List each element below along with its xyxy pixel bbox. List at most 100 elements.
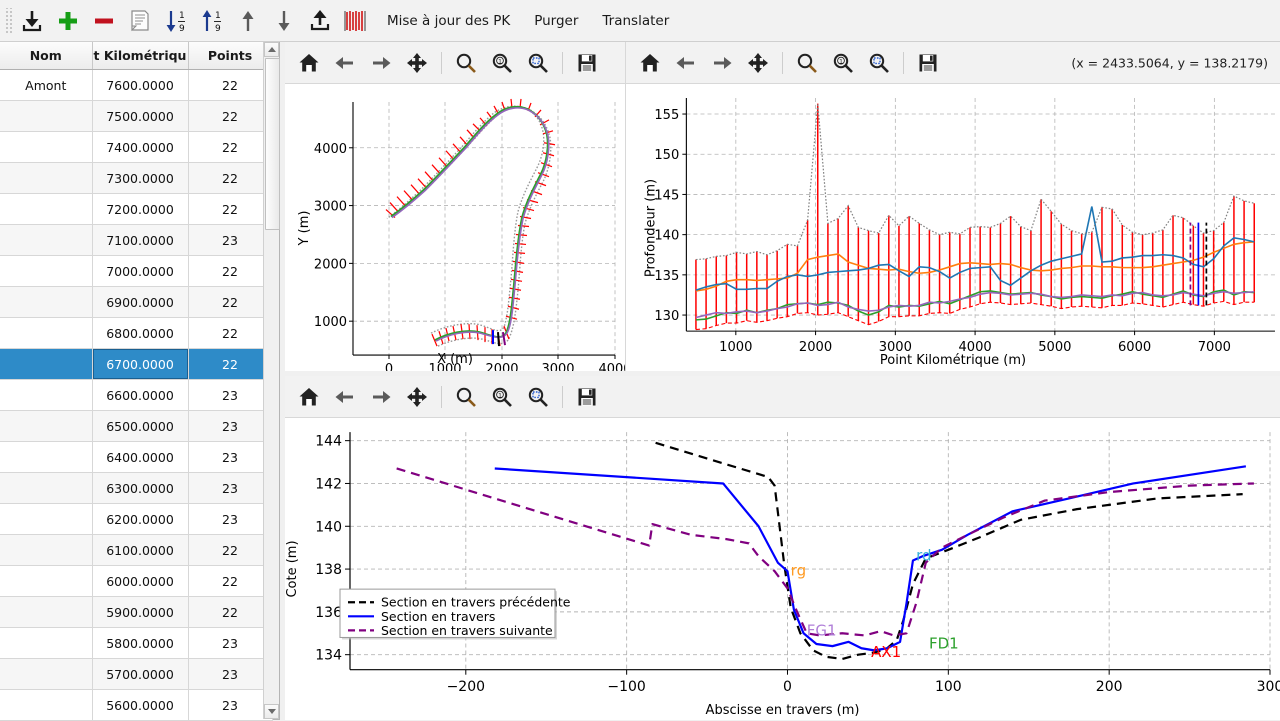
cell-pk[interactable]: 6200.0000	[92, 503, 189, 535]
cell-points[interactable]: 23	[188, 689, 273, 721]
scrollbar-thumb[interactable]	[265, 58, 280, 230]
cell-nom[interactable]	[0, 193, 93, 225]
table-row[interactable]: 5700.0000 23	[0, 658, 273, 690]
cell-nom[interactable]	[0, 627, 93, 659]
table-row[interactable]: 6800.0000 22	[0, 317, 273, 349]
cell-pk[interactable]: 6900.0000	[92, 286, 189, 318]
back-arrow-icon[interactable]	[327, 379, 363, 415]
table-row[interactable]: 6000.0000 22	[0, 565, 273, 597]
zoom-icon[interactable]	[448, 45, 484, 81]
save-icon[interactable]	[910, 45, 946, 81]
cell-nom[interactable]	[0, 503, 93, 535]
plan-view-canvas[interactable]: 0 1000 2000 3000 4000 1000 2000 3000 400…	[285, 84, 625, 371]
cell-points[interactable]: 23	[188, 379, 273, 411]
zoom-icon[interactable]	[789, 45, 825, 81]
table-row[interactable]: 7400.0000 22	[0, 131, 273, 163]
forward-arrow-icon[interactable]	[704, 45, 740, 81]
cell-pk[interactable]: 6500.0000	[92, 410, 189, 442]
cell-pk[interactable]: 7200.0000	[92, 193, 189, 225]
remove-icon[interactable]	[86, 3, 122, 39]
cell-nom[interactable]	[0, 100, 93, 132]
cell-nom[interactable]	[0, 131, 93, 163]
cell-pk[interactable]: 6300.0000	[92, 472, 189, 504]
move-up-icon[interactable]	[230, 3, 266, 39]
cell-nom[interactable]	[0, 534, 93, 566]
cell-points[interactable]: 22	[188, 565, 273, 597]
scroll-down-button[interactable]	[264, 704, 279, 719]
back-arrow-icon[interactable]	[327, 45, 363, 81]
cell-nom[interactable]	[0, 410, 93, 442]
table-row[interactable]: 7000.0000 22	[0, 255, 273, 287]
cell-pk[interactable]: 5600.0000	[92, 689, 189, 721]
cell-points[interactable]: 22	[188, 255, 273, 287]
table-row[interactable]: 6900.0000 22	[0, 286, 273, 318]
table-row[interactable]: 6600.0000 23	[0, 379, 273, 411]
table-row[interactable]: 7200.0000 22	[0, 193, 273, 225]
cell-pk[interactable]: 7100.0000	[92, 224, 189, 256]
table-row[interactable]: 5900.0000 22	[0, 596, 273, 628]
column-header-nom[interactable]: Nom	[0, 42, 93, 70]
table-row[interactable]: Amont 7600.0000 22	[0, 69, 273, 101]
cell-pk[interactable]: 7000.0000	[92, 255, 189, 287]
cell-nom[interactable]	[0, 565, 93, 597]
cell-pk[interactable]: 5900.0000	[92, 596, 189, 628]
forward-arrow-icon[interactable]	[363, 379, 399, 415]
cell-nom[interactable]	[0, 317, 93, 349]
zoom-icon[interactable]	[448, 379, 484, 415]
sort-ascending-icon[interactable]: 1 9	[194, 3, 230, 39]
cross-section-canvas[interactable]: rg FG1 AX1 FD1 rd −200 −100 0 100 200 300 134 136 13…	[285, 418, 1280, 720]
cell-pk[interactable]: 5700.0000	[92, 658, 189, 690]
cell-nom[interactable]	[0, 596, 93, 628]
cell-points[interactable]: 22	[188, 348, 273, 380]
purge-button[interactable]: Purger	[534, 12, 579, 29]
cell-points[interactable]: 23	[188, 410, 273, 442]
cell-points[interactable]: 22	[188, 286, 273, 318]
cell-pk[interactable]: 6800.0000	[92, 317, 189, 349]
column-header-points[interactable]: Points	[188, 42, 273, 70]
cell-nom[interactable]	[0, 286, 93, 318]
cell-pk[interactable]: 6000.0000	[92, 565, 189, 597]
back-arrow-icon[interactable]	[668, 45, 704, 81]
cell-nom[interactable]	[0, 255, 93, 287]
cell-points[interactable]: 22	[188, 131, 273, 163]
zoom-one-icon[interactable]: 1	[825, 45, 861, 81]
cell-pk[interactable]: 5800.0000	[92, 627, 189, 659]
table-row[interactable]: 7300.0000 22	[0, 162, 273, 194]
cell-nom[interactable]	[0, 689, 93, 721]
zoom-one-icon[interactable]: 1	[484, 379, 520, 415]
sections-icon[interactable]	[338, 3, 374, 39]
toolbar-drag-handle[interactable]	[4, 7, 12, 34]
cell-pk[interactable]: 7500.0000	[92, 100, 189, 132]
export-icon[interactable]	[302, 3, 338, 39]
column-header-pk[interactable]: t Kilométriqu	[92, 42, 189, 70]
table-row[interactable]: 6500.0000 23	[0, 410, 273, 442]
cell-points[interactable]: 23	[188, 627, 273, 659]
cell-points[interactable]: 22	[188, 69, 273, 101]
save-icon[interactable]	[569, 45, 605, 81]
sort-descending-icon[interactable]: 1 9	[158, 3, 194, 39]
table-row[interactable]: 5800.0000 23	[0, 627, 273, 659]
zoom-rect-icon[interactable]	[861, 45, 897, 81]
cell-pk[interactable]: 6400.0000	[92, 441, 189, 473]
table-row[interactable]: 7500.0000 22	[0, 100, 273, 132]
update-pk-button[interactable]: Mise à jour des PK	[387, 12, 511, 29]
zoom-one-icon[interactable]: 1	[484, 45, 520, 81]
table-row[interactable]: 6200.0000 23	[0, 503, 273, 535]
cell-nom[interactable]	[0, 472, 93, 504]
document-icon[interactable]	[122, 3, 158, 39]
cell-points[interactable]: 22	[188, 596, 273, 628]
cell-pk[interactable]: 7300.0000	[92, 162, 189, 194]
cell-nom[interactable]	[0, 379, 93, 411]
cell-points[interactable]: 22	[188, 100, 273, 132]
cell-pk[interactable]: 6100.0000	[92, 534, 189, 566]
cell-nom[interactable]: Amont	[0, 69, 93, 101]
cell-pk[interactable]: 7400.0000	[92, 131, 189, 163]
vertical-splitter[interactable]	[280, 42, 285, 720]
cell-pk[interactable]: 7600.0000	[92, 69, 189, 101]
cell-nom[interactable]	[0, 348, 93, 380]
horizontal-splitter[interactable]	[285, 371, 1280, 376]
cell-points[interactable]: 23	[188, 441, 273, 473]
scroll-up-button[interactable]	[264, 42, 279, 57]
cell-points[interactable]: 23	[188, 224, 273, 256]
cell-nom[interactable]	[0, 224, 93, 256]
